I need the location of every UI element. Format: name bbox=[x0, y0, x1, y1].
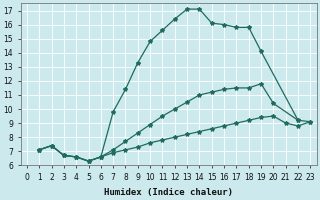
X-axis label: Humidex (Indice chaleur): Humidex (Indice chaleur) bbox=[104, 188, 233, 197]
